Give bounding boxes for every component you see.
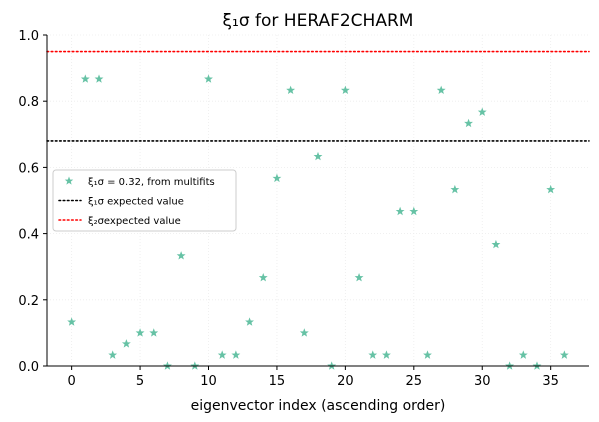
y-tick-label: 0.4 <box>18 228 39 243</box>
data-point <box>258 272 268 282</box>
x-tick-label: 0 <box>67 374 75 389</box>
data-point <box>108 350 118 359</box>
reference-lines <box>46 50 590 142</box>
data-point <box>121 339 131 348</box>
legend: ξ₁σ = 0.32, from multifits ξ₁σ expected v… <box>52 169 237 232</box>
data-point <box>477 107 487 116</box>
data-point <box>546 184 556 194</box>
y-tick-label: 0.8 <box>18 95 39 110</box>
y-tick-label: 1.0 <box>18 29 39 44</box>
data-point <box>559 350 569 359</box>
legend-label: ξ₁σ expected value <box>88 197 184 208</box>
data-point <box>286 85 296 95</box>
data-point <box>340 85 350 95</box>
y-tick-label: 0.2 <box>18 294 39 309</box>
ticks: 0 5 10 15 20 25 30 35 0.0 0.2 0.4 0.6 0.8 1.0 <box>18 29 559 389</box>
data-point <box>436 85 446 95</box>
x-tick-label: 25 <box>406 374 423 389</box>
data-point <box>80 74 90 83</box>
legend-marker <box>64 176 74 185</box>
y-tick-label: 0.0 <box>18 360 39 375</box>
x-tick-label: 20 <box>337 374 354 389</box>
data-point <box>464 118 473 128</box>
legend-label: ξ₁σ = 0.32, from multifits <box>88 177 215 188</box>
data-point <box>423 350 432 359</box>
data-point <box>518 350 528 359</box>
x-tick-label: 15 <box>269 374 286 389</box>
data-point <box>491 239 501 249</box>
x-tick-label: 35 <box>542 374 559 389</box>
data-point <box>176 251 186 260</box>
data-point <box>204 74 213 83</box>
data-point <box>395 206 405 216</box>
x-axis-label: eigenvector index (ascending order) <box>191 398 446 414</box>
data-point <box>94 74 104 83</box>
data-point <box>149 328 159 337</box>
legend-box <box>52 169 237 232</box>
data-point <box>217 350 227 359</box>
data-point <box>368 350 378 359</box>
data-point <box>67 317 77 326</box>
x-tick-label: 10 <box>200 374 217 389</box>
legend-label: ξ₂σexpected value <box>88 216 181 227</box>
data-point <box>313 151 323 161</box>
data-point <box>354 272 364 282</box>
data-point <box>245 317 254 326</box>
data-point <box>135 328 145 337</box>
data-point <box>450 184 460 194</box>
data-point <box>382 350 391 359</box>
y-tick-label: 0.6 <box>18 161 39 176</box>
data-point <box>299 328 309 337</box>
axes <box>46 35 589 367</box>
data-point <box>272 173 282 183</box>
x-tick-label: 30 <box>474 374 491 389</box>
chart-title: ξ₁σ for HERAF2CHARM <box>223 11 414 31</box>
data-points <box>67 74 569 370</box>
x-tick-label: 5 <box>136 374 144 389</box>
data-point <box>231 350 241 359</box>
data-point <box>409 206 419 216</box>
